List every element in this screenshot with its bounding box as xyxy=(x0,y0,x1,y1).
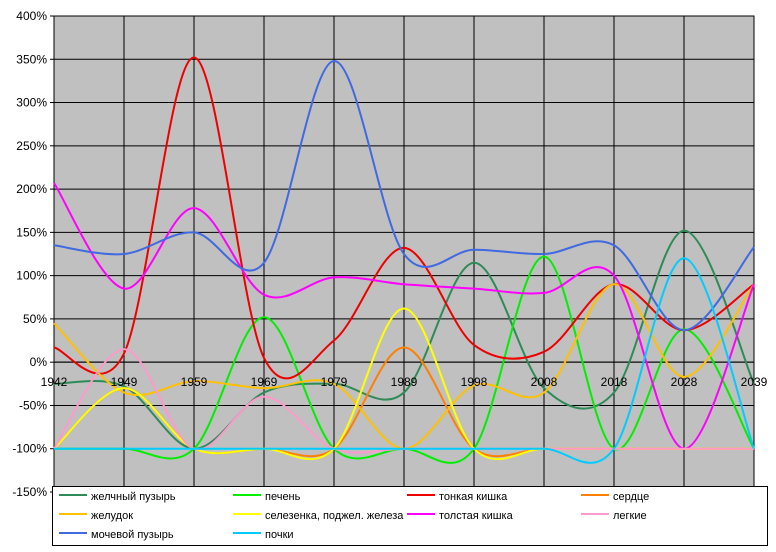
legend-label: тонкая кишка xyxy=(439,491,508,503)
series-line xyxy=(53,59,755,332)
legend-label: почки xyxy=(265,529,294,541)
legend-swatch xyxy=(581,494,609,497)
legend-item: легкие xyxy=(581,510,647,526)
y-tick-label: 100% xyxy=(16,269,47,283)
legend-swatch xyxy=(407,494,435,497)
legend-swatch xyxy=(581,513,609,516)
legend-swatch xyxy=(59,532,87,535)
legend-item: мочевой пузырь xyxy=(59,529,174,545)
y-tick-label: -50% xyxy=(19,398,47,412)
x-tick-label: 2039 xyxy=(741,375,768,389)
y-axis-ticks: 400% 350% 300% 250% 200% 150% 100% 50% 0% -50% -10… xyxy=(12,9,54,499)
legend-swatch xyxy=(59,513,87,516)
legend-label: желчный пузырь xyxy=(91,491,176,503)
y-tick-label: -100% xyxy=(12,442,47,456)
x-tick-label: 1969 xyxy=(251,375,278,389)
x-tick-label: 2028 xyxy=(671,375,698,389)
legend-label: желудок xyxy=(91,510,134,522)
y-tick-label: 300% xyxy=(16,96,47,110)
legend-item: толстая кишка xyxy=(407,510,513,526)
y-tick-label: 350% xyxy=(16,52,47,66)
x-tick-label: 1949 xyxy=(111,375,138,389)
legend-item: селезенка, поджел. железа xyxy=(233,510,403,526)
y-tick-label: 250% xyxy=(16,139,47,153)
x-tick-label: 1998 xyxy=(461,375,488,389)
legend-label: печень xyxy=(265,491,301,503)
legend-item: почки xyxy=(233,529,294,545)
legend-swatch xyxy=(59,494,87,497)
y-tick-label: 0% xyxy=(30,355,48,369)
x-tick-label: 1979 xyxy=(321,375,348,389)
x-tick-label: 2008 xyxy=(531,375,558,389)
series-line xyxy=(53,348,754,454)
y-tick-label: 400% xyxy=(16,9,47,23)
y-tick-label: 200% xyxy=(16,182,47,196)
series-line xyxy=(54,257,755,464)
legend-swatch xyxy=(233,532,261,535)
legend-item: желчный пузырь xyxy=(59,491,175,507)
legend-item: печень xyxy=(233,491,300,507)
x-tick-label: 1959 xyxy=(181,375,208,389)
y-tick-label: 150% xyxy=(16,225,47,239)
legend-label: селезенка, поджел. железа xyxy=(265,510,404,522)
series-line xyxy=(53,182,755,450)
legend-label: мочевой пузырь xyxy=(91,529,174,541)
legend-label: сердце xyxy=(613,491,650,503)
legend-item: сердце xyxy=(581,491,649,507)
legend-label: толстая кишка xyxy=(439,510,513,522)
legend-item: тонкая кишка xyxy=(407,491,507,507)
y-tick-label: 50% xyxy=(23,312,47,326)
legend-swatch xyxy=(233,513,261,516)
x-tick-label: 1989 xyxy=(391,375,418,389)
legend-label: легкие xyxy=(613,510,647,522)
x-tick-label: 1942 xyxy=(41,375,68,389)
x-tick-label: 2018 xyxy=(601,375,628,389)
legend-swatch xyxy=(233,494,261,497)
x-axis-ticks: 1942 1949 1959 1969 1979 1989 1998 2008 2018 2028… xyxy=(41,375,768,389)
y-tick-label: -150% xyxy=(12,485,47,499)
series-lines xyxy=(53,56,755,464)
legend-item: желудок xyxy=(59,510,133,526)
gridlines xyxy=(53,15,755,493)
legend: желчный пузырь печень тонкая кишка сердц… xyxy=(52,486,768,546)
legend-swatch xyxy=(407,513,435,516)
